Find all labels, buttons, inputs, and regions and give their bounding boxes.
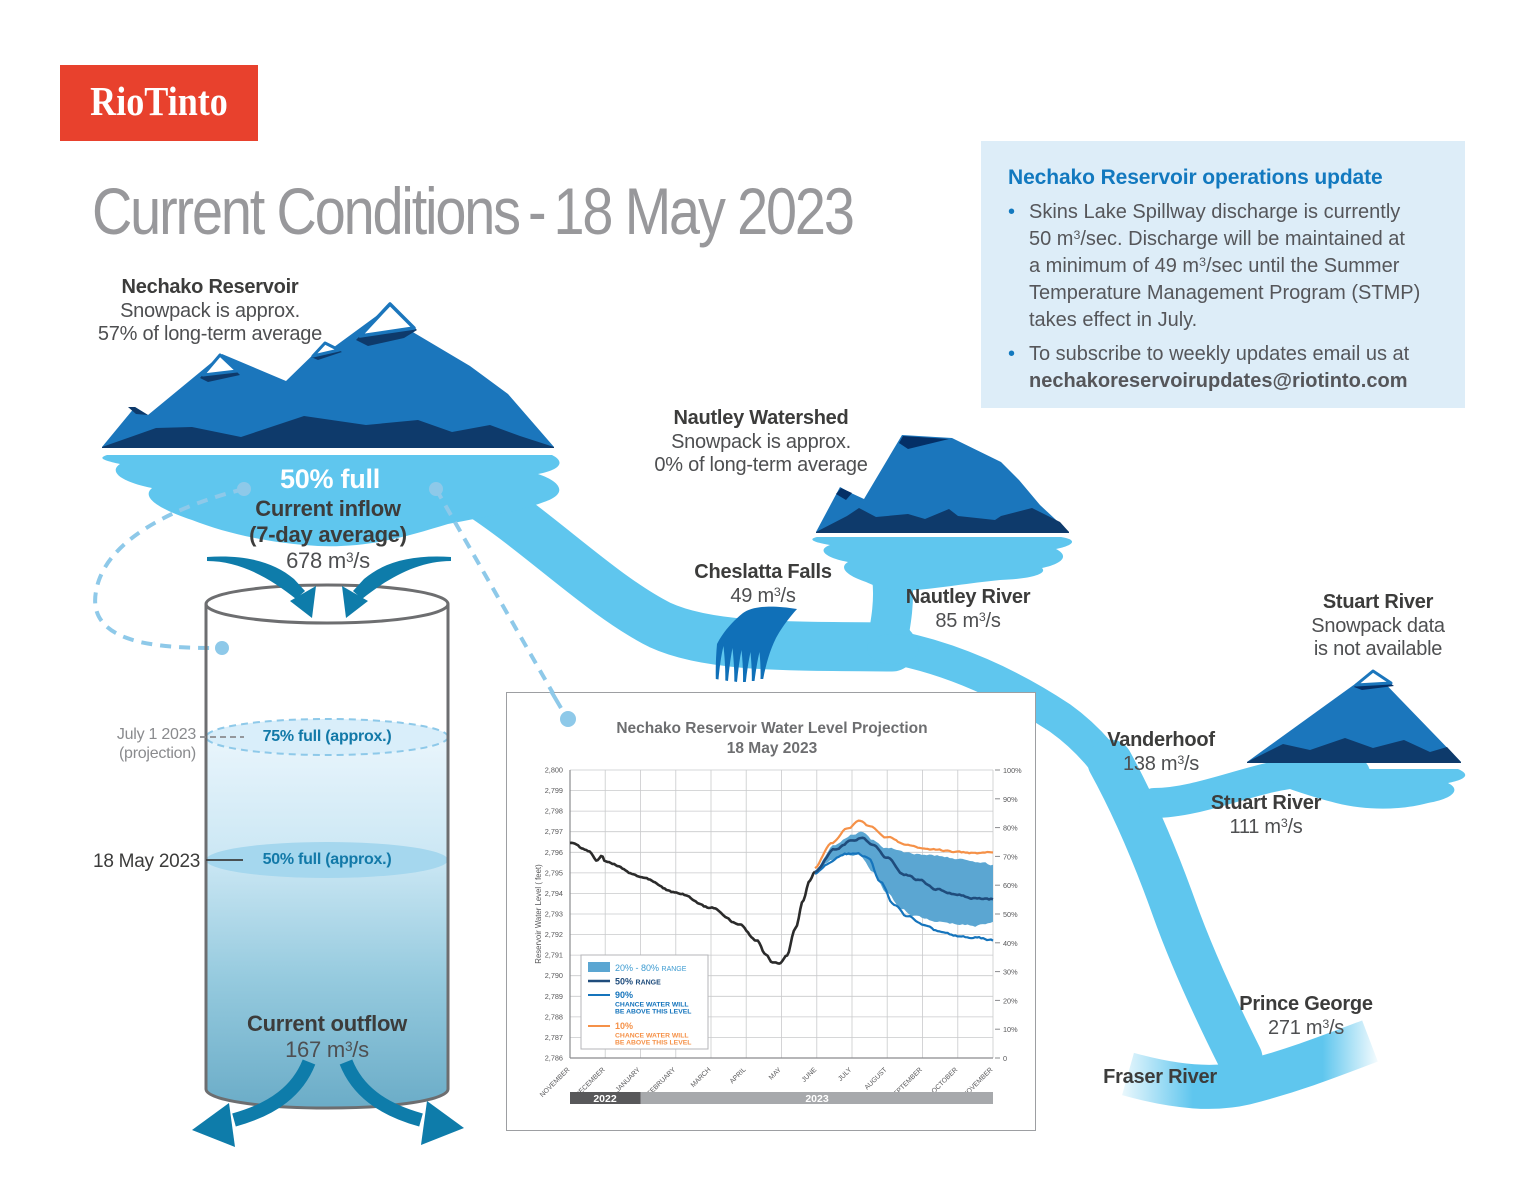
svg-text:20% - 80% RANGE: 20% - 80% RANGE — [615, 963, 687, 973]
svg-text:20%: 20% — [1003, 996, 1018, 1005]
svg-text:10%: 10% — [1003, 1025, 1018, 1034]
svg-text:30%: 30% — [1003, 968, 1018, 977]
svg-text:70%: 70% — [1003, 852, 1018, 861]
svg-text:2,786: 2,786 — [545, 1054, 563, 1063]
svg-text:80%: 80% — [1003, 824, 1018, 833]
svg-text:0: 0 — [1003, 1054, 1007, 1063]
svg-text:90%: 90% — [1003, 795, 1018, 804]
svg-text:90%: 90% — [615, 990, 633, 1000]
svg-text:BE ABOVE THIS LEVEL: BE ABOVE THIS LEVEL — [615, 1040, 691, 1047]
svg-text:2,791: 2,791 — [545, 951, 563, 960]
svg-text:2,792: 2,792 — [545, 930, 563, 939]
svg-text:2022: 2022 — [593, 1093, 617, 1105]
svg-text:CHANCE WATER WILL: CHANCE WATER WILL — [615, 1002, 689, 1009]
svg-text:2,794: 2,794 — [545, 889, 563, 898]
svg-text:2,796: 2,796 — [545, 848, 563, 857]
svg-text:60%: 60% — [1003, 881, 1018, 890]
svg-text:100%: 100% — [1003, 766, 1022, 775]
svg-text:2,800: 2,800 — [545, 766, 563, 775]
svg-text:2,797: 2,797 — [545, 827, 563, 836]
svg-text:18 May 2023: 18 May 2023 — [727, 740, 818, 757]
svg-text:2,799: 2,799 — [545, 786, 563, 795]
svg-text:2,795: 2,795 — [545, 868, 563, 877]
svg-text:Reservoir Water Level ( feet): Reservoir Water Level ( feet) — [534, 864, 543, 964]
svg-text:2023: 2023 — [805, 1093, 829, 1105]
svg-text:2,789: 2,789 — [545, 992, 563, 1001]
svg-text:40%: 40% — [1003, 939, 1018, 948]
svg-text:50%: 50% — [1003, 910, 1018, 919]
svg-text:2,788: 2,788 — [545, 1012, 563, 1021]
svg-text:50% RANGE: 50% RANGE — [615, 977, 661, 987]
svg-text:10%: 10% — [615, 1021, 633, 1031]
svg-text:2,790: 2,790 — [545, 971, 563, 980]
svg-text:2,798: 2,798 — [545, 807, 563, 816]
svg-text:CHANCE WATER WILL: CHANCE WATER WILL — [615, 1033, 689, 1040]
svg-text:Nechako Reservoir Water Level: Nechako Reservoir Water Level Projection — [616, 720, 927, 737]
svg-text:BE ABOVE THIS LEVEL: BE ABOVE THIS LEVEL — [615, 1009, 691, 1016]
svg-text:2,787: 2,787 — [545, 1033, 563, 1042]
svg-text:2,793: 2,793 — [545, 910, 563, 919]
